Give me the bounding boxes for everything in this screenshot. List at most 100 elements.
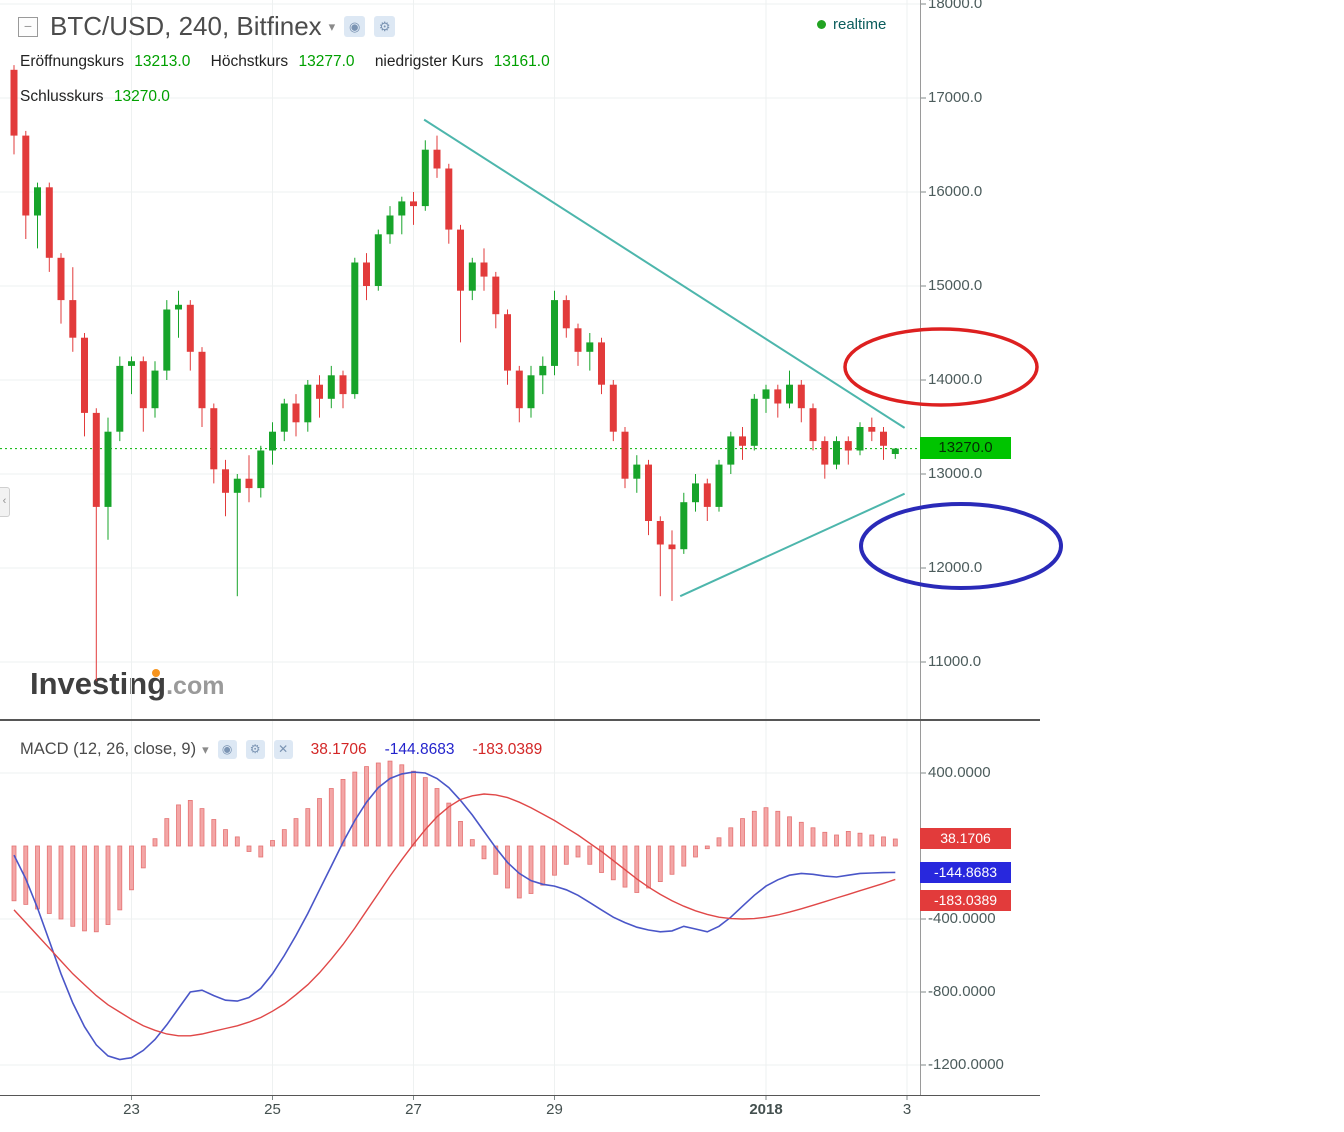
histogram-bar	[328, 788, 334, 847]
candle-body	[645, 464, 652, 521]
macd-histogram	[11, 760, 898, 933]
candle-body	[22, 135, 30, 216]
histogram-bar	[763, 807, 769, 847]
candle-body	[598, 342, 605, 385]
pane-scroll-handle[interactable]: ‹	[0, 487, 10, 517]
trend-line[interactable]	[679, 492, 906, 598]
histogram-bar	[775, 810, 781, 847]
symbol-title[interactable]: BTC/USD, 240, Bitfinex	[50, 11, 322, 41]
histogram-bar	[375, 762, 381, 847]
watermark-orange-dot-icon	[152, 669, 160, 677]
chevron-down-icon[interactable]: ▾	[328, 18, 336, 34]
candle-body	[880, 431, 887, 446]
histogram-bar	[822, 831, 828, 847]
histogram-bar	[528, 845, 534, 894]
histogram-bar	[234, 836, 240, 847]
macd-line-value: -144.8683	[384, 740, 455, 758]
histogram-bar	[117, 845, 123, 911]
candle-body	[292, 403, 300, 423]
candle-body	[34, 187, 41, 216]
support-ellipse[interactable]	[859, 502, 1063, 590]
macd-axis-label: -400.0000	[928, 910, 996, 927]
histogram-bar	[622, 845, 628, 888]
realtime-dot-icon	[817, 20, 826, 29]
price-axis-label: 11000.0	[928, 653, 982, 670]
macd-title[interactable]: MACD (12, 26, close, 9)	[20, 740, 197, 758]
candle-body	[257, 450, 265, 489]
candle-body	[562, 300, 570, 329]
histogram-bar	[634, 845, 640, 893]
histogram-bar	[246, 845, 252, 852]
histogram-bar	[199, 808, 205, 847]
trend-line[interactable]	[423, 118, 906, 429]
histogram-bar	[646, 845, 651, 889]
histogram-bar	[704, 845, 710, 850]
candle-body	[750, 398, 758, 446]
gear-icon[interactable]: ⚙	[374, 16, 396, 37]
candle-body	[45, 187, 53, 258]
candle-body	[480, 262, 488, 277]
candle-body	[692, 483, 699, 503]
histogram-bar	[293, 818, 299, 847]
histogram-bar	[364, 766, 369, 847]
histogram-bar	[540, 845, 546, 886]
histogram-bar	[164, 818, 170, 847]
macd-close-icon[interactable]: ✕	[273, 740, 293, 759]
time-axis-label: 25	[264, 1101, 281, 1118]
macd-header: MACD (12, 26, close, 9) ▾ ◉ ⚙ ✕ 38.1706 …	[20, 740, 542, 759]
candle-body	[104, 431, 112, 507]
histogram-bar	[187, 800, 193, 847]
candle-body	[421, 149, 429, 207]
candle-body	[304, 384, 312, 423]
open-label: Eröffnungskurs	[20, 53, 124, 70]
candle-body	[363, 262, 370, 286]
candle-body	[116, 365, 124, 432]
resistance-ellipse[interactable]	[843, 327, 1039, 407]
candle-body	[351, 262, 359, 395]
eye-icon[interactable]: ◉	[344, 16, 366, 37]
candle-body	[128, 361, 135, 366]
candle-body	[856, 427, 864, 451]
candle-body	[151, 370, 159, 409]
price-axis-label: 17000.0	[928, 89, 983, 106]
price-axis-label: 13000.0	[928, 465, 983, 482]
histogram-bar	[93, 845, 99, 933]
collapse-panel-icon[interactable]: −	[18, 16, 38, 37]
histogram-bar	[422, 777, 428, 847]
macd-eye-icon[interactable]: ◉	[217, 740, 237, 759]
histogram-bar	[798, 821, 804, 847]
candle-body	[139, 361, 147, 409]
macd-chevron-down-icon[interactable]: ▾	[202, 741, 209, 757]
realtime-indicator: realtime	[817, 16, 886, 33]
histogram-bar	[869, 834, 875, 847]
candle-body	[316, 384, 323, 399]
candle-body	[739, 436, 746, 446]
low-value: 13161.0	[493, 53, 550, 70]
candle-body	[233, 478, 241, 493]
histogram-bar	[46, 845, 52, 914]
ohlc-legend-row: Eröffnungskurs 13213.0 Höchstkurs 13277.…	[20, 53, 566, 71]
candle-body	[762, 389, 770, 399]
candle-body	[175, 304, 182, 310]
candle-body	[81, 337, 88, 413]
candle-body	[433, 149, 441, 169]
time-axis-label: 2018	[749, 1101, 783, 1118]
candle-body	[586, 342, 594, 352]
price-axis-label: 18000.0	[928, 0, 983, 12]
candle-body	[327, 375, 335, 399]
high-label: Höchstkurs	[210, 53, 289, 70]
histogram-bar	[481, 845, 487, 860]
histogram-bar	[657, 845, 663, 882]
candle-body	[539, 365, 547, 376]
histogram-bar	[716, 837, 722, 847]
candle-body	[821, 441, 829, 465]
candle-body	[868, 427, 876, 432]
investing-watermark: Investing.com	[30, 666, 224, 702]
macd-gear-icon[interactable]: ⚙	[245, 740, 265, 759]
candle-body	[797, 384, 805, 409]
histogram-bar	[881, 836, 886, 847]
histogram-bar	[751, 810, 757, 847]
histogram-bar	[411, 770, 416, 847]
